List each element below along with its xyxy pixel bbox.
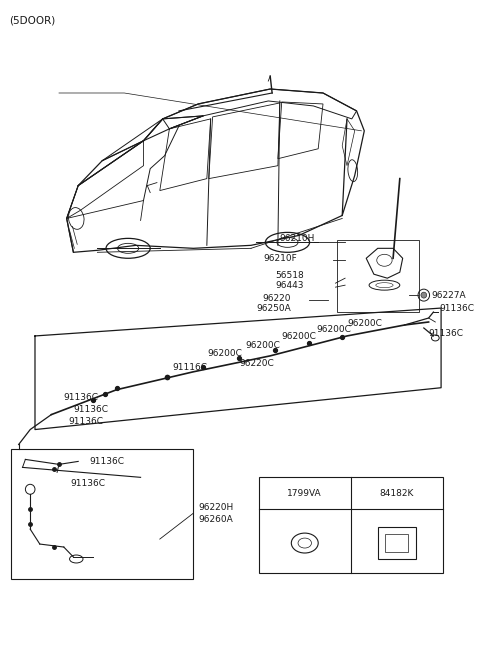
Text: 96220H: 96220H	[198, 503, 233, 512]
Text: 91116C: 91116C	[172, 363, 207, 372]
Text: (5DOOR): (5DOOR)	[9, 16, 55, 25]
Text: 84182K: 84182K	[380, 489, 414, 498]
Text: 96210F: 96210F	[264, 254, 297, 263]
Bar	[11, 450, 193, 579]
Text: 91136C: 91136C	[439, 303, 474, 312]
Bar	[259, 478, 443, 573]
Text: 96250A: 96250A	[257, 303, 291, 312]
Text: 1799VA: 1799VA	[288, 489, 322, 498]
Text: 96200C: 96200C	[347, 319, 382, 328]
Bar	[337, 240, 419, 312]
Text: 91136C: 91136C	[71, 479, 106, 488]
Text: 91136C: 91136C	[64, 393, 99, 402]
Text: 91136C: 91136C	[73, 405, 108, 414]
Text: 96220: 96220	[263, 294, 291, 303]
Text: 96200C: 96200C	[208, 349, 243, 358]
Text: 96227A: 96227A	[432, 290, 466, 299]
Text: 96210H: 96210H	[279, 234, 314, 243]
Text: 96443: 96443	[276, 281, 304, 290]
Text: 91136C: 91136C	[429, 329, 464, 338]
Bar	[378, 527, 416, 559]
Text: 56518: 56518	[275, 271, 304, 280]
Text: 96200C: 96200C	[316, 325, 351, 334]
Text: 96200C: 96200C	[245, 341, 280, 350]
Text: 91136C: 91136C	[90, 457, 125, 466]
Text: 91136C: 91136C	[69, 417, 104, 426]
Text: 96200C: 96200C	[282, 332, 317, 341]
Text: 96260A: 96260A	[198, 515, 233, 524]
Text: 96220C: 96220C	[240, 359, 274, 368]
Bar	[385, 534, 408, 552]
Circle shape	[421, 292, 427, 298]
